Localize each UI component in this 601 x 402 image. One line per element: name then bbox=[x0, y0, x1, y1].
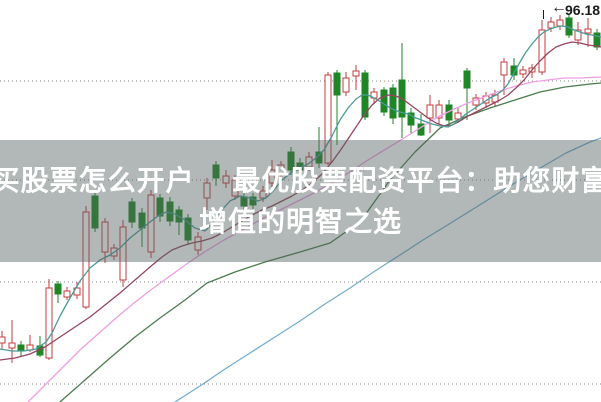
arrow-left-icon: ← bbox=[551, 0, 567, 16]
price-marker-value: 96.18 bbox=[565, 2, 601, 18]
price-marker: ← 96.18 bbox=[543, 0, 601, 19]
headline-overlay: 买股票怎么开户 最优股票配资平台：助您财富 增值的明智之选 bbox=[0, 140, 601, 262]
headline-line1: 买股票怎么开户 最优股票配资平台：助您财富 bbox=[0, 165, 601, 196]
headline-line2: 增值的明智之选 bbox=[198, 206, 402, 237]
pointer-elbow-line bbox=[543, 10, 551, 19]
